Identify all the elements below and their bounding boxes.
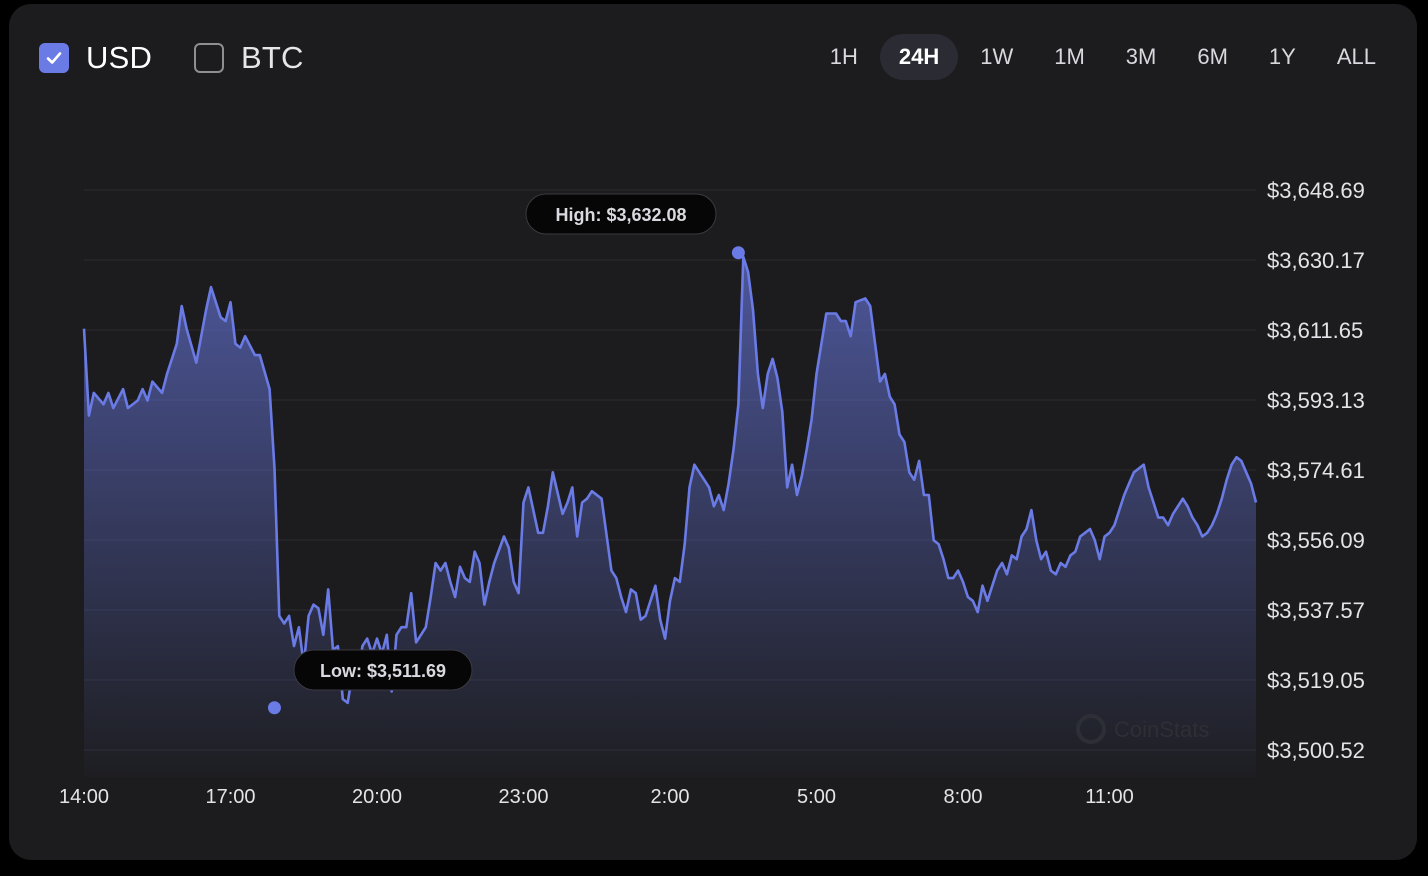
btc-label: BTC — [241, 40, 304, 75]
x-axis-labels: 14:00 17:00 20:00 23:00 2:00 5:00 8:00 11:00 — [59, 786, 1134, 808]
price-line — [82, 255, 1258, 705]
watermark-text: CoinStats — [1114, 717, 1209, 742]
y-tick-label: $3,648.69 — [1267, 178, 1365, 203]
y-tick-label: $3,537.57 — [1267, 598, 1365, 623]
range-tab-1h[interactable]: 1H — [829, 44, 858, 69]
range-tab-24h[interactable]: 24H — [879, 34, 959, 80]
y-tick-label: $3,630.17 — [1267, 248, 1365, 273]
price-area-chart: CoinStats $3,500.52$3,519.05$3,537.57$3,… — [59, 178, 1365, 808]
high-label: High: $3,632.08 — [555, 205, 686, 225]
range-tab-1w[interactable]: 1W — [980, 44, 1014, 69]
y-tick-label: $3,556.09 — [1267, 528, 1365, 553]
y-tick-label: $3,611.65 — [1267, 318, 1363, 343]
time-range-selector: 1H 24H 1W 1M 3M 6M 1Y ALL — [808, 34, 1395, 80]
y-tick-label: $3,593.13 — [1267, 388, 1365, 413]
x-tick-label: 17:00 — [205, 786, 255, 808]
x-tick-label: 2:00 — [651, 786, 690, 808]
price-chart-card: USD BTC 1H 24H 1W 1M 3M 6M 1Y ALL CoinStats $3,… — [9, 4, 1417, 860]
y-tick-label: $3,500.52 — [1267, 738, 1365, 763]
btc-toggle[interactable]: BTC — [194, 38, 304, 78]
x-tick-label: 5:00 — [797, 786, 836, 808]
low-point — [267, 701, 281, 715]
high-tooltip — [525, 193, 717, 235]
x-tick-label: 20:00 — [352, 786, 402, 808]
price-area-fill — [84, 256, 1256, 777]
range-tab-all[interactable]: ALL — [1336, 44, 1376, 69]
y-axis-labels: $3,500.52 $3,519.05 $3,537.57 $3,556.09 $3,5… — [1267, 178, 1365, 763]
usd-label: USD — [86, 40, 153, 75]
high-point — [731, 246, 745, 260]
low-tooltip — [293, 649, 473, 691]
y-tick-label: $3,519.05 — [1267, 668, 1365, 693]
usd-checkbox[interactable] — [39, 43, 69, 73]
x-tick-label: 8:00 — [944, 786, 983, 808]
low-label: Low: $3,511.69 — [320, 661, 446, 681]
y-tick-label: $3,574.61 — [1267, 458, 1365, 483]
x-tick-label: 11:00 — [1085, 786, 1134, 808]
btc-checkbox[interactable] — [194, 43, 224, 73]
x-tick-label: 14:00 — [59, 786, 109, 808]
range-tab-1y[interactable]: 1Y — [1268, 44, 1296, 69]
usd-toggle[interactable]: USD — [39, 38, 152, 78]
range-tab-6m[interactable]: 6M — [1197, 44, 1228, 69]
coinstats-watermark: CoinStats — [1076, 714, 1209, 744]
coinstats-logo-icon — [1076, 714, 1106, 744]
high-low-markers: High: $3,632.08 Low: $3,511.69 — [267, 193, 745, 715]
checkmark-icon — [46, 52, 62, 64]
x-tick-label: 23:00 — [498, 786, 548, 808]
range-tab-3m[interactable]: 3M — [1125, 44, 1157, 69]
range-tab-1m[interactable]: 1M — [1054, 44, 1085, 69]
